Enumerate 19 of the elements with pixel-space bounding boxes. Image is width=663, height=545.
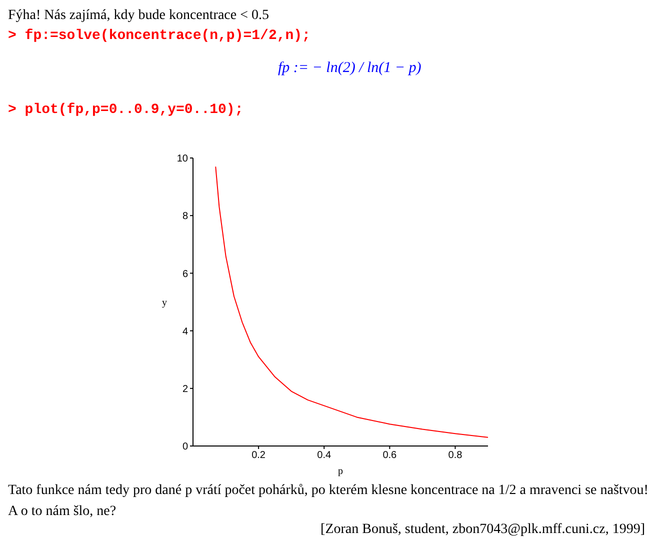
y-tick-label: 2 <box>182 384 188 395</box>
y-tick-label: 0 <box>182 442 188 453</box>
x-tick-label: 0.8 <box>448 450 463 462</box>
y-tick-label: 10 <box>176 154 188 165</box>
y-tick-label: 4 <box>182 326 188 338</box>
x-tick-label: 0.6 <box>382 450 398 462</box>
chart-title: Fýha! Nás zajímá, kdy bude koncentrace < 0.5 <box>8 8 269 24</box>
text: [Zoran Bonuš, student, zbon7043@plk.mff.cuni.cz, 1999] <box>320 522 645 538</box>
text: > fp:=solve(koncentrace(n,p)=1/2,n); <box>8 28 310 44</box>
x-axis-title: p <box>338 466 343 477</box>
text: Tato funkce nám tedy pro dané p vrátí počet pohárků, po kterém klesne koncentrace na 1/2 a mravenci se naštvou! A o to nám šlo, ne? <box>8 482 650 521</box>
y-tick-label: 6 <box>182 268 188 280</box>
y-tick-label: 8 <box>182 211 188 222</box>
line-series <box>215 166 488 438</box>
text: fp := − ln(2) / ln(1 − p) <box>278 60 422 77</box>
x-tick-label: 0.2 <box>252 450 266 462</box>
y-axis-title: y <box>162 298 167 309</box>
x-tick-label: 0.4 <box>317 450 332 462</box>
text: > plot(fp,p=0..0.9,y=0..10); <box>8 102 244 118</box>
